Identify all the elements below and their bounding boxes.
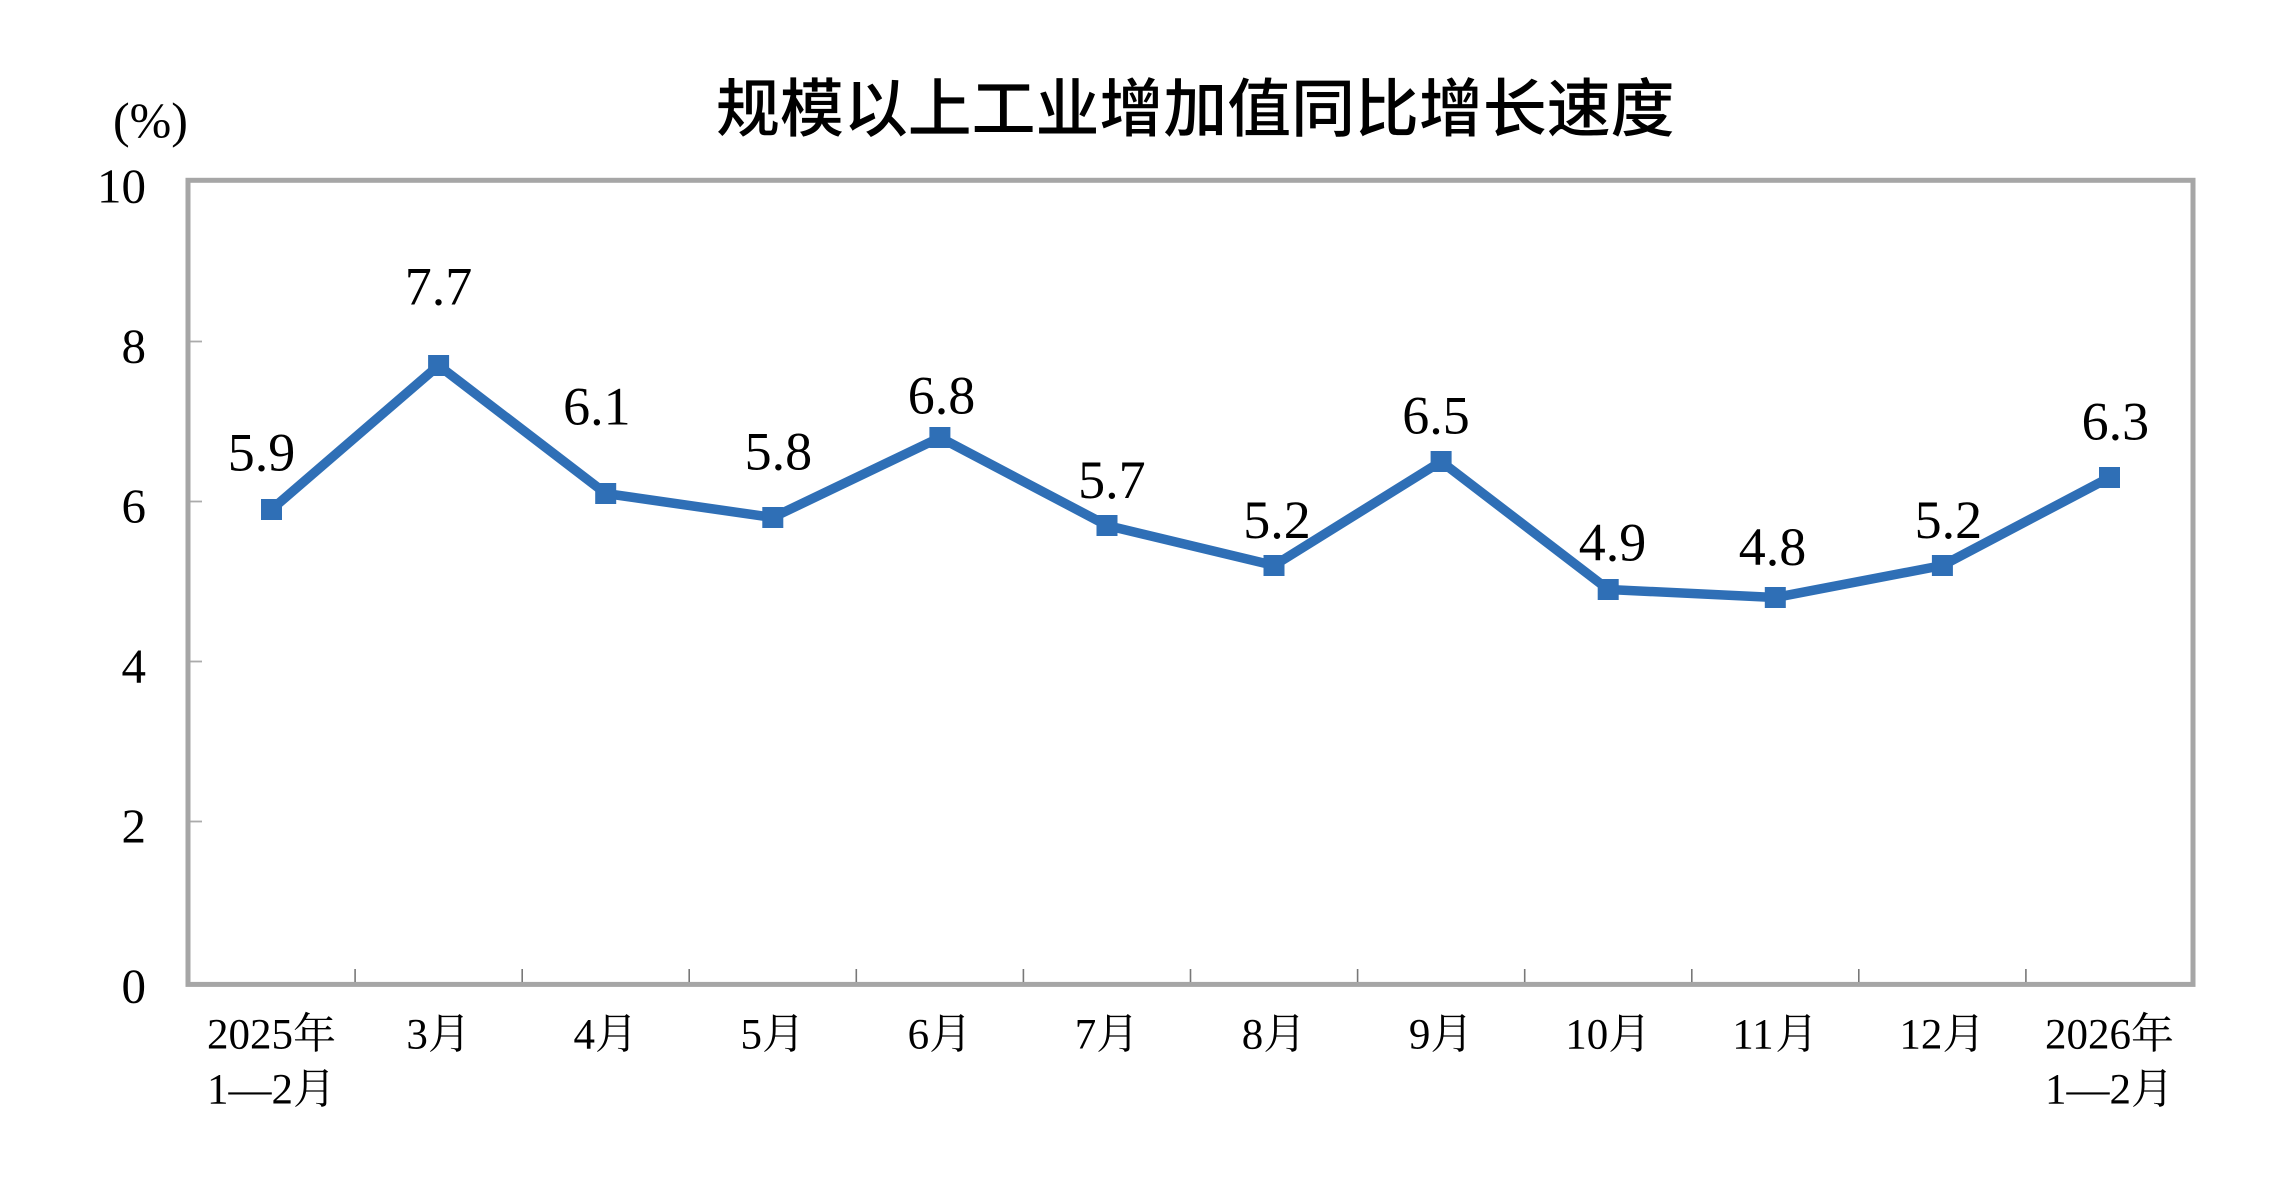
svg-text:2026: 2026 [2045, 1012, 2131, 1059]
svg-text:5.9: 5.9 [228, 423, 296, 483]
svg-text:12: 12 [1899, 1012, 1942, 1059]
svg-text:2025: 2025 [207, 1012, 293, 1059]
svg-text:(%): (%) [113, 92, 188, 148]
svg-text:6.8: 6.8 [908, 365, 976, 425]
svg-text:1—2: 1—2 [207, 1067, 293, 1114]
svg-text:4.9: 4.9 [1579, 513, 1647, 573]
svg-text:6: 6 [908, 1012, 930, 1059]
svg-text:5.2: 5.2 [1243, 490, 1311, 550]
svg-text:4: 4 [573, 1012, 595, 1059]
svg-text:6.1: 6.1 [563, 376, 631, 436]
svg-text:0: 0 [122, 959, 147, 1014]
svg-text:4.8: 4.8 [1739, 517, 1807, 577]
svg-text:4: 4 [122, 639, 147, 694]
svg-text:6: 6 [122, 479, 147, 534]
svg-text:5.2: 5.2 [1915, 490, 1983, 550]
svg-text:6.3: 6.3 [2082, 392, 2150, 452]
svg-text:6.5: 6.5 [1402, 386, 1470, 446]
svg-text:1—2: 1—2 [2045, 1067, 2131, 1114]
svg-text:9: 9 [1409, 1012, 1431, 1059]
svg-text:8: 8 [122, 319, 147, 374]
svg-text:3: 3 [406, 1012, 428, 1059]
svg-text:10: 10 [97, 159, 146, 214]
svg-text:8: 8 [1242, 1012, 1264, 1059]
svg-text:5.7: 5.7 [1078, 450, 1146, 510]
svg-text:11: 11 [1732, 1012, 1773, 1059]
svg-text:5.8: 5.8 [745, 422, 813, 482]
svg-text:7: 7 [1075, 1012, 1097, 1059]
svg-text:7.7: 7.7 [405, 256, 473, 316]
svg-text:10: 10 [1565, 1012, 1608, 1059]
svg-text:2: 2 [122, 799, 147, 854]
svg-text:5: 5 [741, 1012, 763, 1059]
